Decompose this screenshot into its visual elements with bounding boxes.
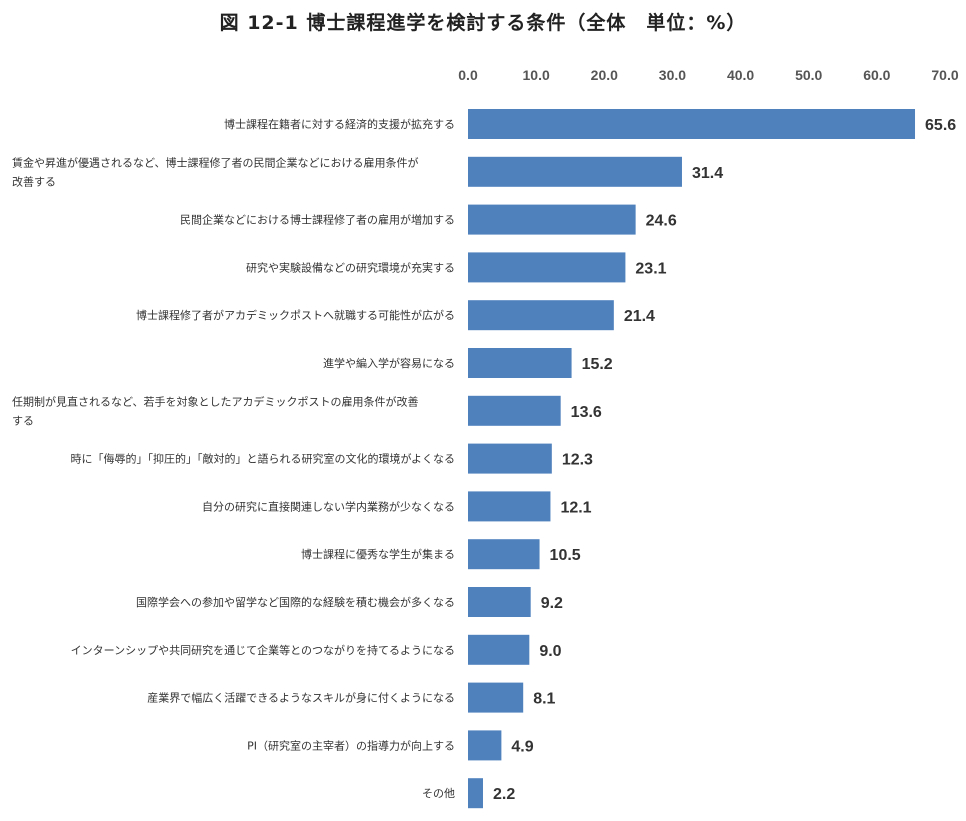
category-label: する bbox=[12, 414, 34, 427]
bar bbox=[468, 682, 524, 713]
bar bbox=[468, 204, 636, 235]
bar bbox=[468, 730, 502, 761]
category-label: 改善する bbox=[12, 174, 56, 188]
category-label: 博士課程修了者がアカデミックポストへ就職する可能性が広がる bbox=[136, 308, 455, 322]
bar bbox=[468, 156, 682, 187]
x-tick-label: 70.0 bbox=[931, 67, 958, 83]
category-label: 自分の研究に直接関連しない学内業務が少なくなる bbox=[202, 499, 455, 513]
bar bbox=[468, 300, 614, 331]
value-label: 12.1 bbox=[560, 499, 591, 516]
category-label: 産業界で幅広く活躍できるようなスキルが身に付くようになる bbox=[147, 691, 455, 705]
bar bbox=[468, 348, 572, 378]
x-tick-label: 30.0 bbox=[659, 67, 686, 83]
category-label: PI（研究室の主宰者）の指導力が向上する bbox=[247, 738, 455, 752]
value-label: 4.9 bbox=[511, 738, 533, 755]
category-label: 民間企業などにおける博士課程修了者の雇用が増加する bbox=[180, 213, 455, 227]
bar bbox=[468, 491, 551, 522]
bar bbox=[468, 778, 483, 809]
value-label: 9.0 bbox=[539, 643, 561, 660]
bar bbox=[468, 109, 916, 139]
x-tick-label: 60.0 bbox=[863, 67, 890, 83]
value-label: 21.4 bbox=[624, 308, 655, 325]
x-tick-label: 10.0 bbox=[523, 67, 550, 83]
category-label: その他 bbox=[422, 787, 455, 800]
category-labels: 博士課程在籍者に対する経済的支援が拡充する賃金や昇進が優遇されるなど、博士課程修… bbox=[12, 117, 455, 800]
category-label: 進学や編入学が容易になる bbox=[323, 356, 455, 370]
value-label: 15.2 bbox=[582, 356, 613, 373]
value-labels: 65.6 31.4 24.6 23.1 21.4 15.2 13.6 12.3 12.1 10.5… bbox=[493, 117, 956, 803]
x-tick-label: 20.0 bbox=[591, 67, 618, 83]
bars bbox=[468, 109, 916, 809]
bar bbox=[468, 252, 626, 283]
category-label: 研究や実験設備などの研究環境が充実する bbox=[246, 260, 455, 274]
bar bbox=[468, 634, 530, 665]
bar bbox=[468, 395, 561, 426]
category-label: 博士課程在籍者に対する経済的支援が拡充する bbox=[224, 117, 455, 131]
category-label: 任期制が見直されるなど、若手を対象としたアカデミックポストの雇用条件が改善 bbox=[12, 394, 418, 408]
x-axis-ticks: 0.0 10.0 20.0 30.0 40.0 50.0 60.0 70.0 bbox=[458, 67, 959, 83]
value-label: 31.4 bbox=[692, 165, 723, 182]
x-tick-label: 40.0 bbox=[727, 67, 754, 83]
value-label: 13.6 bbox=[571, 404, 602, 421]
value-label: 12.3 bbox=[562, 452, 593, 469]
x-tick-label: 0.0 bbox=[458, 67, 478, 83]
category-label: 賃金や昇進が優遇されるなど、博士課程修了者の民間企業などにおける雇用条件が bbox=[12, 155, 418, 169]
category-label: 時に「侮辱的」「抑圧的」「敵対的」と語られる研究室の文化的環境がよくなる bbox=[71, 452, 455, 466]
value-label: 2.2 bbox=[493, 786, 515, 803]
value-label: 8.1 bbox=[533, 691, 555, 708]
category-label: 博士課程に優秀な学生が集まる bbox=[301, 547, 455, 561]
bar bbox=[468, 587, 531, 617]
bar bbox=[468, 443, 552, 474]
value-label: 65.6 bbox=[925, 117, 956, 134]
value-label: 9.2 bbox=[541, 595, 563, 612]
category-label: 国際学会への参加や留学など国際的な経験を積む機会が多くなる bbox=[136, 595, 455, 609]
bar bbox=[468, 539, 540, 570]
chart-title: 図 12-1 博士課程進学を検討する条件（全体 単位：%） bbox=[219, 12, 747, 34]
category-label: インターンシップや共同研究を通じて企業等とのつながりを持てるようになる bbox=[71, 643, 455, 657]
value-label: 23.1 bbox=[635, 260, 666, 277]
value-label: 10.5 bbox=[550, 547, 581, 564]
value-label: 24.6 bbox=[646, 213, 677, 230]
x-tick-label: 50.0 bbox=[795, 67, 822, 83]
